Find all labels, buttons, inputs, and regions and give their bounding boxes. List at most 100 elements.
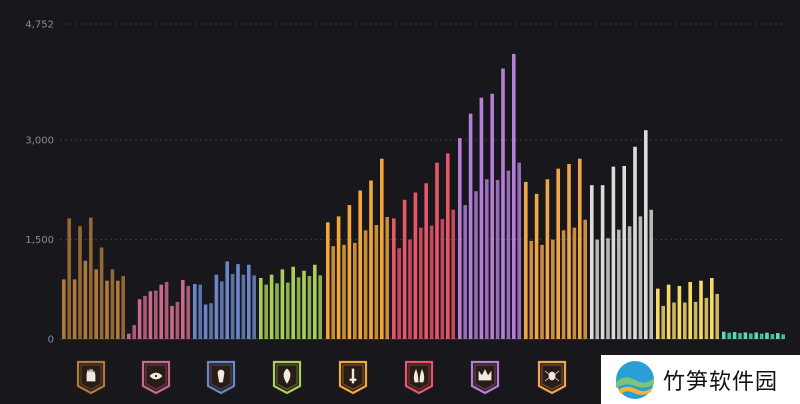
bar — [214, 274, 219, 339]
bar-group — [458, 53, 521, 339]
icon-glyph — [478, 369, 492, 381]
bar — [435, 162, 439, 339]
y-tick-label: 1,500 — [25, 235, 54, 246]
bar-group — [590, 130, 653, 339]
icon-badge-inner — [408, 364, 430, 391]
bar — [578, 158, 582, 339]
icon-badge-inner — [210, 364, 232, 391]
bar — [363, 230, 368, 339]
bar — [269, 274, 274, 339]
bar — [749, 333, 753, 339]
bar — [512, 53, 516, 339]
bar — [198, 284, 202, 339]
bar — [380, 158, 384, 339]
spider-icon — [537, 360, 567, 395]
bar — [468, 113, 473, 339]
bar — [280, 269, 285, 339]
bar — [132, 325, 136, 339]
bar — [561, 230, 566, 339]
bar — [67, 218, 71, 339]
bar-group — [62, 217, 125, 339]
bar-group — [259, 264, 322, 339]
bar — [259, 278, 263, 339]
bar-group — [326, 158, 389, 339]
bar — [170, 305, 174, 339]
bar — [186, 285, 190, 339]
bar — [617, 229, 621, 339]
bar — [627, 226, 632, 339]
bar — [644, 130, 648, 339]
bar — [722, 331, 726, 339]
bar — [247, 264, 251, 339]
bar — [353, 242, 357, 339]
bar — [347, 205, 352, 339]
bar — [688, 281, 692, 339]
bar — [765, 332, 769, 339]
bar — [374, 224, 379, 339]
bar — [524, 181, 528, 339]
crown-icon — [470, 360, 500, 395]
bar — [622, 165, 626, 339]
icon-glyph — [283, 368, 291, 384]
bar — [556, 168, 560, 339]
bar — [534, 193, 539, 339]
bar — [264, 284, 268, 339]
eye-mask-icon — [141, 360, 171, 395]
icon-badge-inner — [145, 364, 167, 391]
icon-glyph — [86, 368, 96, 382]
bar — [440, 219, 445, 339]
icon-badge-inner — [276, 364, 298, 391]
icon-glyph — [544, 370, 560, 382]
bar — [148, 291, 153, 339]
bar — [666, 284, 671, 339]
keyhole-icon — [206, 360, 236, 395]
bar — [336, 216, 341, 339]
bar — [661, 305, 665, 339]
bar — [99, 247, 104, 339]
bar — [83, 260, 88, 339]
bar — [392, 218, 396, 339]
bar — [545, 179, 550, 339]
icon-glyph — [217, 369, 225, 383]
bar — [369, 180, 373, 339]
bar — [105, 280, 109, 339]
bar — [474, 191, 478, 339]
bar — [633, 146, 637, 339]
icon-badge — [404, 360, 434, 395]
bar — [754, 332, 758, 339]
bar — [590, 185, 594, 339]
bar — [78, 226, 82, 339]
dagger-icon — [338, 360, 368, 395]
watermark-text: 竹笋软件园 — [663, 369, 779, 395]
bar — [677, 285, 682, 339]
bar — [72, 279, 77, 339]
bar — [402, 199, 407, 339]
bar — [501, 68, 505, 339]
bar — [672, 302, 676, 339]
bar — [451, 209, 455, 339]
bar — [776, 333, 780, 339]
bar — [220, 281, 224, 339]
bar — [358, 190, 362, 339]
bar — [318, 275, 322, 339]
bar — [649, 209, 653, 339]
bar — [458, 138, 462, 339]
open-hand-icon — [76, 360, 106, 395]
bar — [209, 303, 213, 339]
bar — [606, 238, 610, 339]
bar — [313, 264, 317, 339]
watermark-logo-icon — [616, 360, 654, 399]
bar-group — [656, 278, 719, 339]
bar — [307, 276, 312, 339]
bar — [94, 269, 98, 339]
bar — [397, 248, 401, 339]
bar-group — [392, 153, 455, 339]
bar — [424, 183, 428, 339]
bar — [683, 302, 687, 339]
bar — [727, 332, 731, 339]
bar — [517, 162, 521, 339]
bar — [241, 274, 246, 339]
bar — [529, 240, 533, 339]
watermark: 竹笋软件园 — [601, 355, 800, 404]
